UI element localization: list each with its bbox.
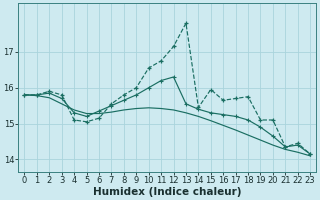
X-axis label: Humidex (Indice chaleur): Humidex (Indice chaleur)	[93, 187, 242, 197]
